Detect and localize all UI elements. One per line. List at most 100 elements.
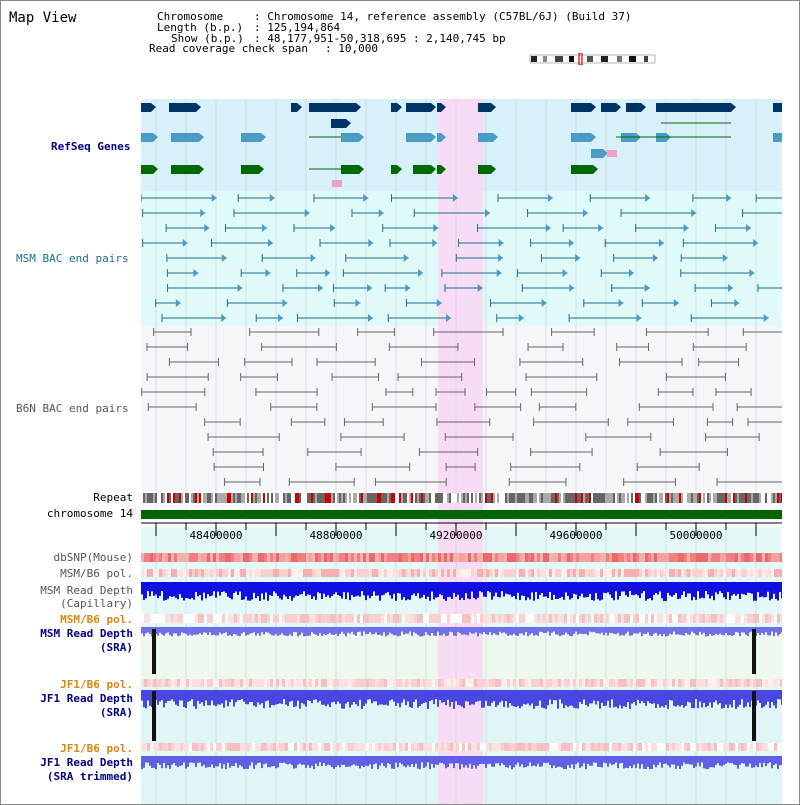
jf1-trim-depth-bar bbox=[411, 756, 413, 765]
pol-cell bbox=[576, 569, 579, 577]
pol-cell bbox=[516, 679, 519, 687]
msm-b6-pol-label-2[interactable]: MSM/B6 pol. bbox=[60, 613, 133, 626]
jf1-trim-depth-bar bbox=[385, 756, 387, 768]
jf1-depth-bar bbox=[493, 690, 495, 702]
pol-cell bbox=[450, 569, 453, 577]
sra-depth-bar bbox=[723, 627, 725, 636]
pol-cell bbox=[225, 614, 228, 623]
jf1-depth-bar bbox=[379, 690, 381, 705]
jf1-depth-bar bbox=[339, 690, 341, 704]
dbsnp-cell bbox=[759, 553, 762, 562]
jf1-depth-bar bbox=[233, 690, 235, 707]
jf1-depth-bar bbox=[719, 690, 721, 704]
repeat-block bbox=[355, 493, 357, 503]
jf1-depth-bar bbox=[651, 690, 653, 704]
gene-arrow bbox=[397, 165, 402, 174]
pol-cell bbox=[615, 743, 618, 751]
sra-depth-bar bbox=[321, 627, 323, 637]
jf1-trim-depth-bar bbox=[755, 756, 757, 766]
jf1-pol-label-2[interactable]: JF1/B6 pol. bbox=[60, 742, 133, 755]
b6n-bac-label[interactable]: B6N BAC end pairs bbox=[16, 402, 129, 415]
repeat-block bbox=[675, 493, 677, 503]
jf1-pol-label-1[interactable]: JF1/B6 pol. bbox=[60, 678, 133, 691]
sra-depth-bar bbox=[357, 627, 359, 633]
jf1-trim-depth-bar bbox=[619, 756, 621, 764]
capillary-depth-bar bbox=[237, 582, 239, 595]
jf1-trim-label-1[interactable]: JF1 Read Depth bbox=[40, 756, 133, 769]
jf1-trim-depth-bar bbox=[519, 756, 521, 767]
jf1-depth-label-1[interactable]: JF1 Read Depth bbox=[40, 692, 133, 705]
bac-end bbox=[261, 224, 267, 232]
msm-bac-label[interactable]: MSM BAC end pairs bbox=[16, 252, 129, 265]
pol-cell bbox=[609, 569, 612, 577]
jf1-depth-bar bbox=[511, 690, 513, 706]
gene-exon bbox=[478, 165, 491, 174]
repeat-block bbox=[629, 493, 631, 503]
sra-depth-bar bbox=[449, 627, 451, 632]
pol-cell bbox=[498, 743, 501, 751]
pol-cell bbox=[657, 743, 660, 751]
pol-cell bbox=[561, 679, 564, 687]
capillary-depth-bar bbox=[603, 582, 605, 593]
capillary-depth-bar bbox=[561, 582, 563, 597]
jf1-trim-depth-bar bbox=[339, 756, 341, 768]
ruler-tick-label: 48800000 bbox=[310, 529, 363, 542]
dbsnp-cell bbox=[579, 553, 582, 562]
sra-depth-bar bbox=[489, 627, 491, 633]
msm-depth-sra-label-1[interactable]: MSM Read Depth bbox=[40, 627, 133, 640]
pol-cell bbox=[630, 614, 633, 623]
msm-b6-pol-label[interactable]: MSM/B6 pol. bbox=[60, 567, 133, 580]
pol-cell bbox=[339, 679, 342, 687]
pol-cell bbox=[447, 679, 450, 687]
jf1-trim-depth-bar bbox=[653, 756, 655, 765]
capillary-depth-bar bbox=[257, 582, 259, 597]
pol-cell bbox=[645, 614, 648, 623]
sra-depth-bar bbox=[283, 627, 285, 636]
genome-browser-plot[interactable]: 48400000 48800000 49200000 49600000 50000000 bbox=[141, 99, 782, 804]
pol-cell bbox=[591, 569, 594, 577]
msm-depth-capillary-label-1[interactable]: MSM Read Depth bbox=[40, 584, 133, 597]
jf1-trim-depth-bar bbox=[179, 756, 181, 766]
pol-cell bbox=[285, 614, 288, 623]
dbsnp-label[interactable]: dbSNP(Mouse) bbox=[53, 551, 133, 564]
pol-cell bbox=[417, 743, 420, 751]
pol-cell bbox=[363, 679, 366, 687]
jf1-depth-bar bbox=[693, 690, 695, 709]
dbsnp-cell bbox=[585, 553, 588, 562]
repeat-block bbox=[459, 493, 461, 503]
pol-cell bbox=[510, 569, 513, 577]
pol-cell bbox=[627, 679, 630, 687]
jf1-trim-depth-bar bbox=[673, 756, 675, 765]
pol-cell bbox=[180, 743, 183, 751]
jf1-trim-depth-bar bbox=[733, 756, 735, 765]
pol-cell bbox=[582, 743, 585, 751]
pol-cell bbox=[414, 743, 417, 751]
sra-depth-bar bbox=[299, 627, 301, 636]
dbsnp-cell bbox=[642, 553, 645, 562]
pol-cell bbox=[363, 743, 366, 751]
pol-cell bbox=[453, 743, 456, 751]
capillary-depth-bar bbox=[297, 582, 299, 596]
gene-arrow bbox=[731, 103, 736, 112]
jf1-depth-bar bbox=[385, 690, 387, 705]
pol-cell bbox=[381, 679, 384, 687]
sra-depth-bar bbox=[163, 627, 165, 636]
repeat-block bbox=[553, 493, 555, 503]
bac-end bbox=[728, 284, 734, 292]
sra-depth-bar bbox=[711, 627, 713, 636]
pol-cell bbox=[426, 679, 429, 687]
jf1-depth-bar bbox=[701, 690, 703, 708]
jf1-trim-depth-bar bbox=[683, 756, 685, 763]
pol-cell bbox=[699, 679, 702, 687]
pol-cell bbox=[687, 614, 690, 623]
capillary-depth-bar bbox=[757, 582, 759, 593]
pol-cell bbox=[354, 614, 357, 623]
pol-cell bbox=[645, 679, 648, 687]
jf1-trim-depth-bar bbox=[201, 756, 203, 767]
pol-cell bbox=[756, 614, 759, 623]
repeat-block bbox=[753, 493, 755, 503]
chromosome-ideogram[interactable] bbox=[529, 53, 657, 65]
pol-cell bbox=[489, 743, 492, 751]
refseq-genes-label[interactable]: RefSeq Genes bbox=[51, 140, 131, 153]
capillary-depth-bar bbox=[239, 582, 241, 592]
